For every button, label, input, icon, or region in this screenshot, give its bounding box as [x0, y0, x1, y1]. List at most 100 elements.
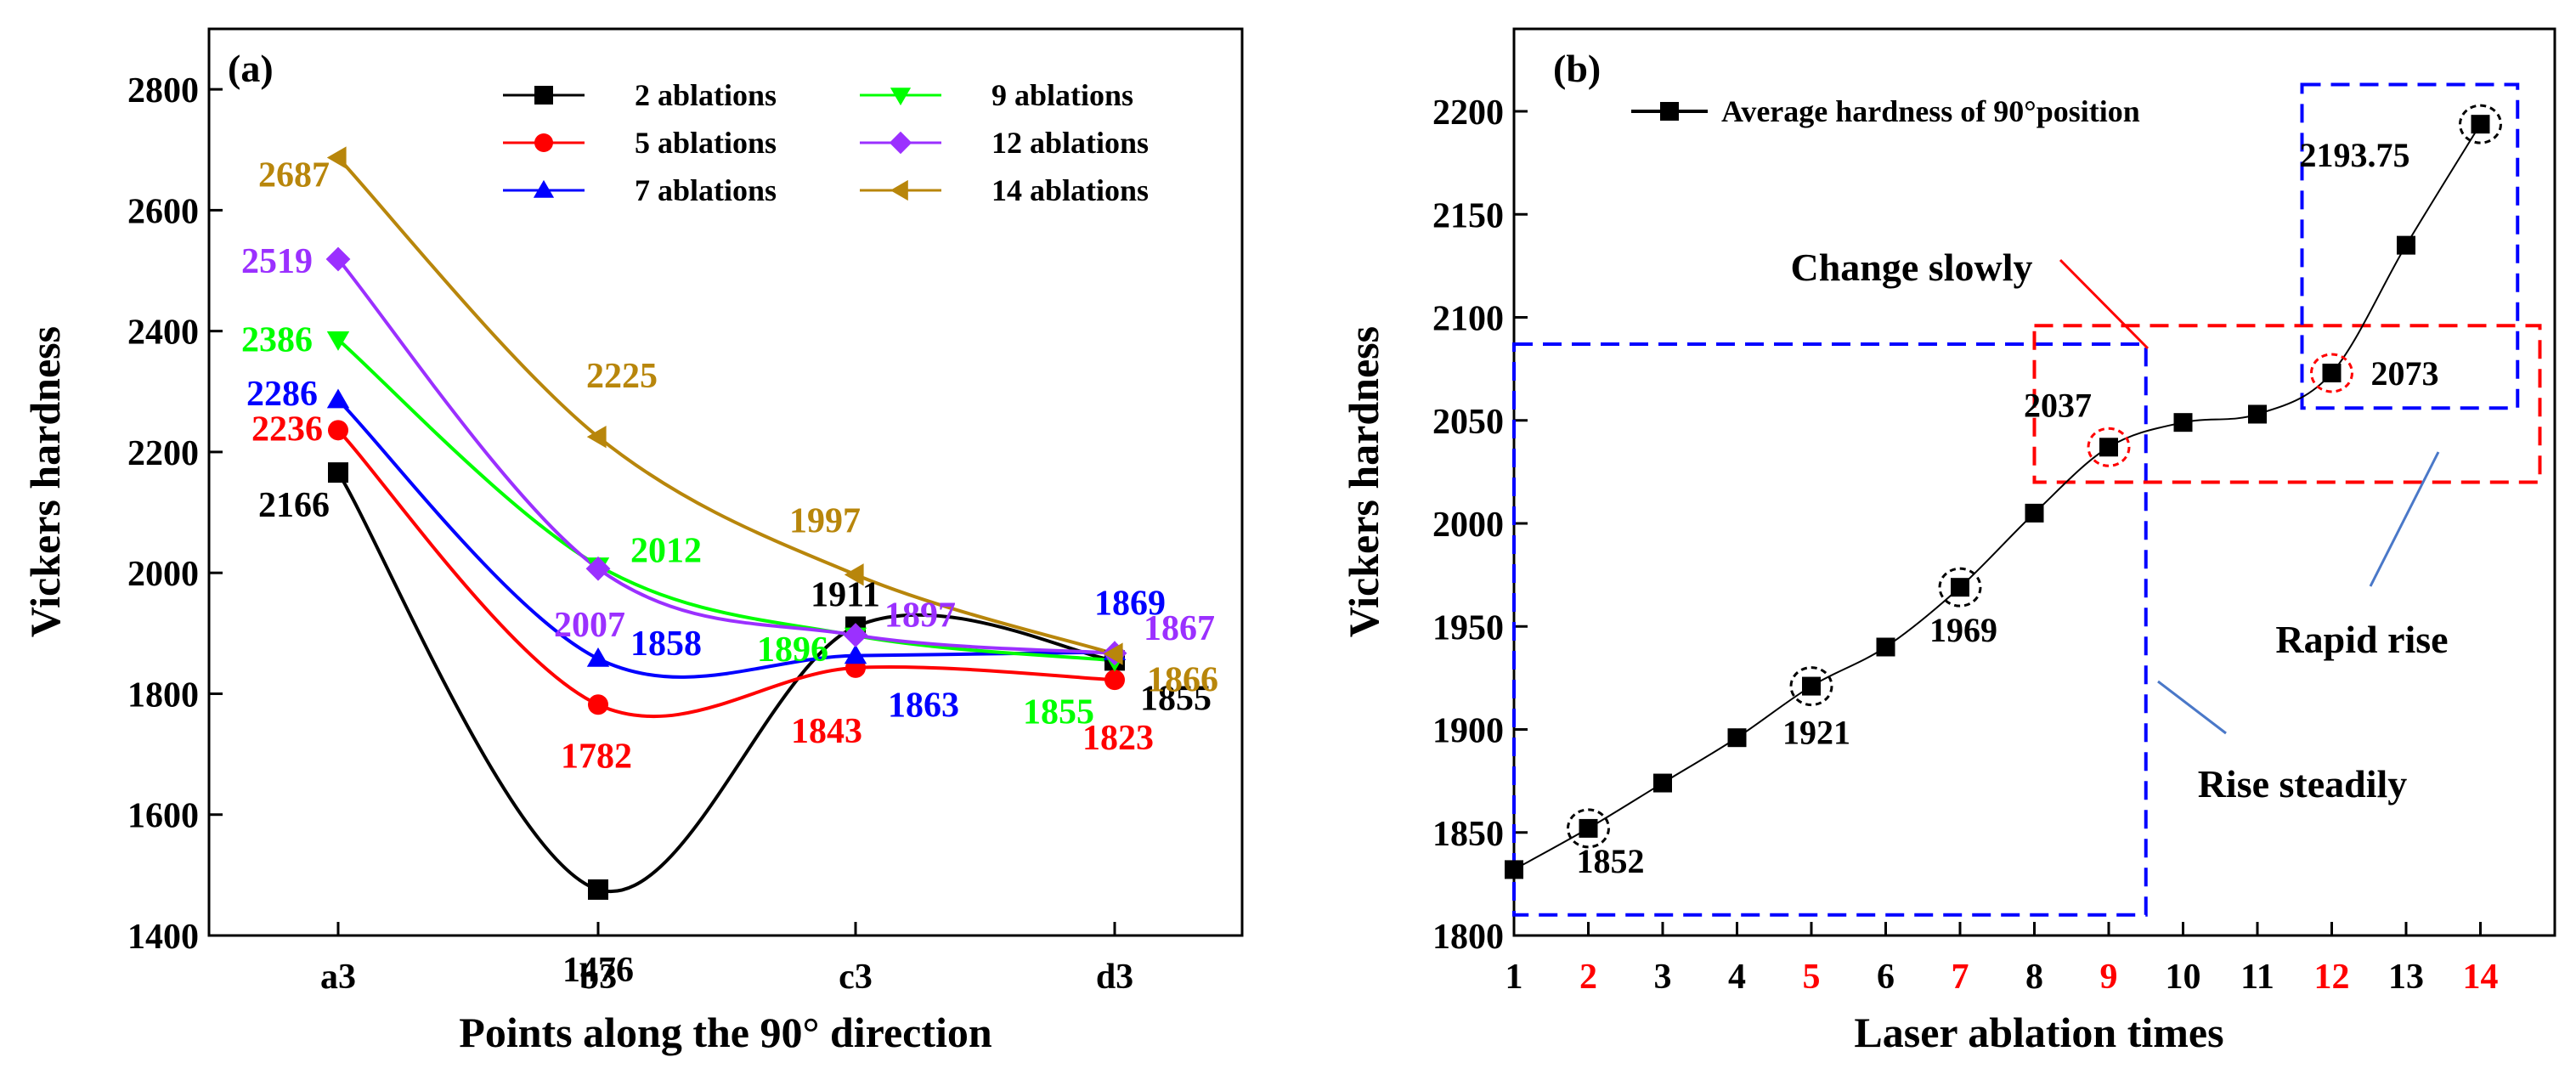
data-label-7-ablations: 1869 — [1094, 584, 1166, 623]
data-point-5-ablations — [1104, 670, 1125, 691]
x-tick-label: 5 — [1803, 958, 1821, 997]
y-tick-label: 1800 — [127, 675, 199, 715]
y-tick-label: 1900 — [1432, 712, 1504, 751]
panel-a-chart: 1400 1600 1800 2000 2200 2400 2600 2800 a3 b3 c3 d… — [21, 27, 1244, 1056]
data-label-9-ablations: 2386 — [241, 321, 313, 360]
data-point-14-ablations — [844, 563, 864, 586]
legend-label-14-ablations: 14 ablations — [991, 173, 1149, 207]
y-tick-label: 2100 — [1432, 300, 1504, 339]
data-point-2-ablations — [328, 462, 348, 483]
x-tick-label: 11 — [2240, 958, 2274, 997]
panel-b-x-ticks: 1 2 3 4 5 6 7 8 9 10 11 12 13 14 — [1505, 922, 2499, 997]
panel-b-series-markers — [1505, 115, 2490, 879]
data-point-14-ablations — [1103, 642, 1123, 665]
panel-b-regions — [1512, 82, 2542, 917]
data-point-2-ablations — [588, 879, 608, 900]
x-tick-label: 7 — [1952, 958, 1969, 997]
panel-b-y-axis-label: Vickers hardness — [1340, 326, 1387, 637]
point-label: 1852 — [1577, 842, 1645, 880]
y-tick-label: 2200 — [1432, 93, 1504, 133]
data-point-average-hardness — [1727, 728, 1747, 748]
data-point-average-hardness — [2025, 503, 2044, 523]
y-tick-label: 2000 — [1432, 506, 1504, 545]
series-line-9-ablations — [336, 338, 1116, 663]
point-label: 1969 — [1929, 611, 1997, 649]
legend-marker-2-ablations — [534, 86, 553, 105]
x-tick-label: 14 — [2463, 958, 2499, 997]
data-point-14-ablations — [326, 146, 347, 169]
panel-a-plot-frame — [207, 27, 1244, 937]
legend-marker-5-ablations — [534, 133, 553, 152]
panel-a-y-ticks: 1400 1600 1800 2000 2200 2400 2600 2800 — [127, 71, 223, 957]
data-label-2-ablations: 1855 — [1140, 679, 1212, 718]
data-label-5-ablations: 1843 — [791, 712, 862, 751]
region-box-rapid-rise — [2300, 82, 2520, 410]
y-tick-label: 2400 — [127, 314, 199, 353]
y-tick-label: 1400 — [127, 918, 199, 957]
y-tick-label: 2050 — [1432, 403, 1504, 442]
data-point-5-ablations — [588, 694, 608, 715]
x-tick-label: b3 — [579, 958, 617, 997]
data-point-average-hardness — [2248, 404, 2267, 424]
panel-a-y-axis-label: Vickers hardness — [21, 326, 69, 637]
data-point-average-hardness — [2397, 235, 2415, 255]
region-box-change-slowly — [2032, 324, 2542, 484]
legend-label-5-ablations: 5 ablations — [635, 126, 777, 160]
data-point-7-ablations — [586, 647, 610, 667]
data-point-average-hardness — [2173, 413, 2193, 432]
x-tick-label: a3 — [320, 958, 356, 997]
series-line-average-hardness — [1513, 123, 2482, 871]
panel-b-point-labels: 1852 1921 1969 2037 2073 2193.75 — [1577, 136, 2439, 880]
panel-a-data-labels: 2166 1476 1911 1855 2236 1782 1843 1823 2286 1858… — [241, 156, 1218, 990]
data-point-14-ablations — [586, 425, 607, 449]
series-line-14-ablations — [336, 156, 1116, 656]
y-tick-label: 1850 — [1432, 815, 1504, 854]
y-tick-label: 2800 — [127, 71, 199, 110]
y-tick-label: 2600 — [127, 192, 199, 231]
series-line-2-ablations — [336, 472, 1116, 894]
y-tick-label: 1950 — [1432, 608, 1504, 647]
x-tick-label: 1 — [1505, 958, 1523, 997]
x-tick-label: 10 — [2166, 958, 2201, 997]
data-label-12-ablations: 2519 — [241, 242, 313, 281]
data-label-9-ablations: 1896 — [757, 630, 828, 670]
x-tick-label: 2 — [1579, 958, 1597, 997]
data-point-12-ablations — [325, 246, 351, 272]
legend-marker-12-ablations — [889, 131, 912, 155]
y-tick-label: 2200 — [127, 434, 199, 473]
data-label-2-ablations: 1476 — [562, 951, 634, 990]
data-label-7-ablations: 1863 — [888, 687, 959, 726]
data-point-average-hardness — [1876, 637, 1895, 657]
data-point-5-ablations — [328, 420, 348, 441]
data-label-7-ablations: 2286 — [246, 375, 318, 414]
annotation-leader-rise-steadily — [2157, 680, 2227, 735]
series-line-5-ablations — [336, 428, 1116, 719]
annotation-change-slowly: Change slowly — [1791, 246, 2033, 289]
legend-marker — [1660, 102, 1679, 121]
legend-marker-7-ablations — [533, 179, 555, 198]
panel-a-series-markers — [325, 146, 1127, 900]
legend-label-9-ablations: 9 ablations — [991, 78, 1133, 112]
panel-b-legend: Average hardness of 90°position — [1631, 94, 2140, 128]
panel-b-title: (b) — [1553, 47, 1601, 90]
data-label-7-ablations: 1858 — [630, 625, 702, 664]
highlight-circle — [1938, 567, 1982, 608]
series-line-12-ablations — [336, 257, 1116, 655]
x-tick-label: 12 — [2314, 958, 2350, 997]
annotation-rise-steadily: Rise steadily — [2198, 762, 2408, 806]
panel-a-series-curves — [336, 156, 1116, 894]
panel-a-x-ticks: a3 b3 c3 d3 — [320, 922, 1133, 997]
data-label-14-ablations: 1997 — [789, 501, 861, 540]
panel-b-annotations: Rise steadily Change slowly Rapid rise — [1791, 246, 2449, 806]
data-label-14-ablations: 2687 — [258, 156, 330, 195]
data-label-12-ablations: 2007 — [554, 606, 625, 645]
data-label-9-ablations: 2012 — [630, 532, 702, 571]
data-label-5-ablations: 2236 — [251, 410, 323, 449]
y-tick-label: 1600 — [127, 797, 199, 836]
panel-b-highlight-circles — [1567, 104, 2502, 849]
data-point-average-hardness — [1579, 818, 1598, 838]
panel-b-series-line — [1513, 123, 2482, 871]
data-point-12-ablations — [585, 556, 611, 581]
x-tick-label: 4 — [1728, 958, 1746, 997]
